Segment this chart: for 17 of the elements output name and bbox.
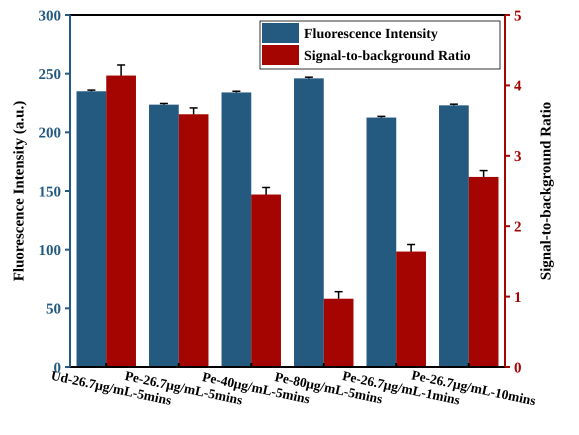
bar [324,298,354,367]
y2-tick-label: 4 [514,78,522,95]
y-tick-label: 300 [38,8,61,24]
y2-tick-label: 0 [514,360,522,376]
y-axis-title: Fluorescence Intensity (a.u.) [11,100,28,282]
y2-tick-label: 2 [514,219,522,236]
y-tick-label: 250 [38,66,61,83]
y-tick-label: 100 [38,242,61,259]
y-tick-label: 50 [46,302,61,318]
legend-label: Signal-to-background Ratio [304,48,471,64]
y2-tick-label: 5 [514,8,522,24]
y2-axis-title: Signal-to-background Ratio [538,102,554,280]
y2-tick-label: 1 [514,290,522,306]
y-tick-label: 150 [38,184,61,200]
legend-label: Fluorescence Intensity [304,26,438,42]
y2-tick-label: 3 [514,149,522,166]
y-tick-label: 200 [38,126,61,142]
